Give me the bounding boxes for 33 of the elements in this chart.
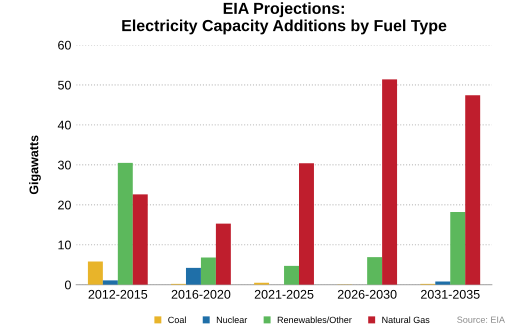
bar — [284, 266, 299, 285]
legend-label: Renewables/Other — [278, 316, 352, 324]
legend-label: Natural Gas — [382, 316, 430, 324]
bar — [435, 282, 450, 285]
bar — [186, 268, 201, 285]
y-axis-title: Gigawatts — [29, 135, 41, 194]
x-tick-label: 2031-2035 — [421, 290, 480, 299]
chart-title: EIA Projections: Electricity Capacity Additions by Fuel Type — [122, 2, 446, 34]
x-tick-label: 2021-2025 — [254, 290, 314, 299]
y-tick-label: 0 — [64, 280, 71, 290]
x-tick-label: 2012-2015 — [88, 290, 148, 299]
bar — [450, 212, 466, 285]
y-tick-label: 10 — [58, 240, 71, 250]
source-note: Source: EIA — [457, 316, 505, 323]
y-tick-label: 20 — [58, 200, 71, 210]
bar — [367, 257, 382, 285]
bar — [88, 262, 103, 285]
x-tick-label: 2016-2020 — [172, 290, 230, 299]
y-tick-label: 30 — [58, 160, 71, 170]
y-tick-label: 60 — [58, 40, 71, 50]
y-tick-label: 40 — [58, 120, 71, 130]
y-tick-label: 50 — [58, 80, 71, 90]
bar — [200, 258, 216, 285]
bar — [216, 224, 231, 285]
legend-label: Nuclear — [216, 316, 248, 324]
legend-label: Coal — [168, 316, 186, 324]
bar — [132, 194, 148, 285]
bar — [465, 95, 480, 285]
bar — [102, 280, 118, 285]
bar — [382, 79, 398, 285]
x-tick-label: 2026-2030 — [338, 290, 397, 299]
bar — [299, 163, 314, 285]
bar — [118, 162, 133, 285]
